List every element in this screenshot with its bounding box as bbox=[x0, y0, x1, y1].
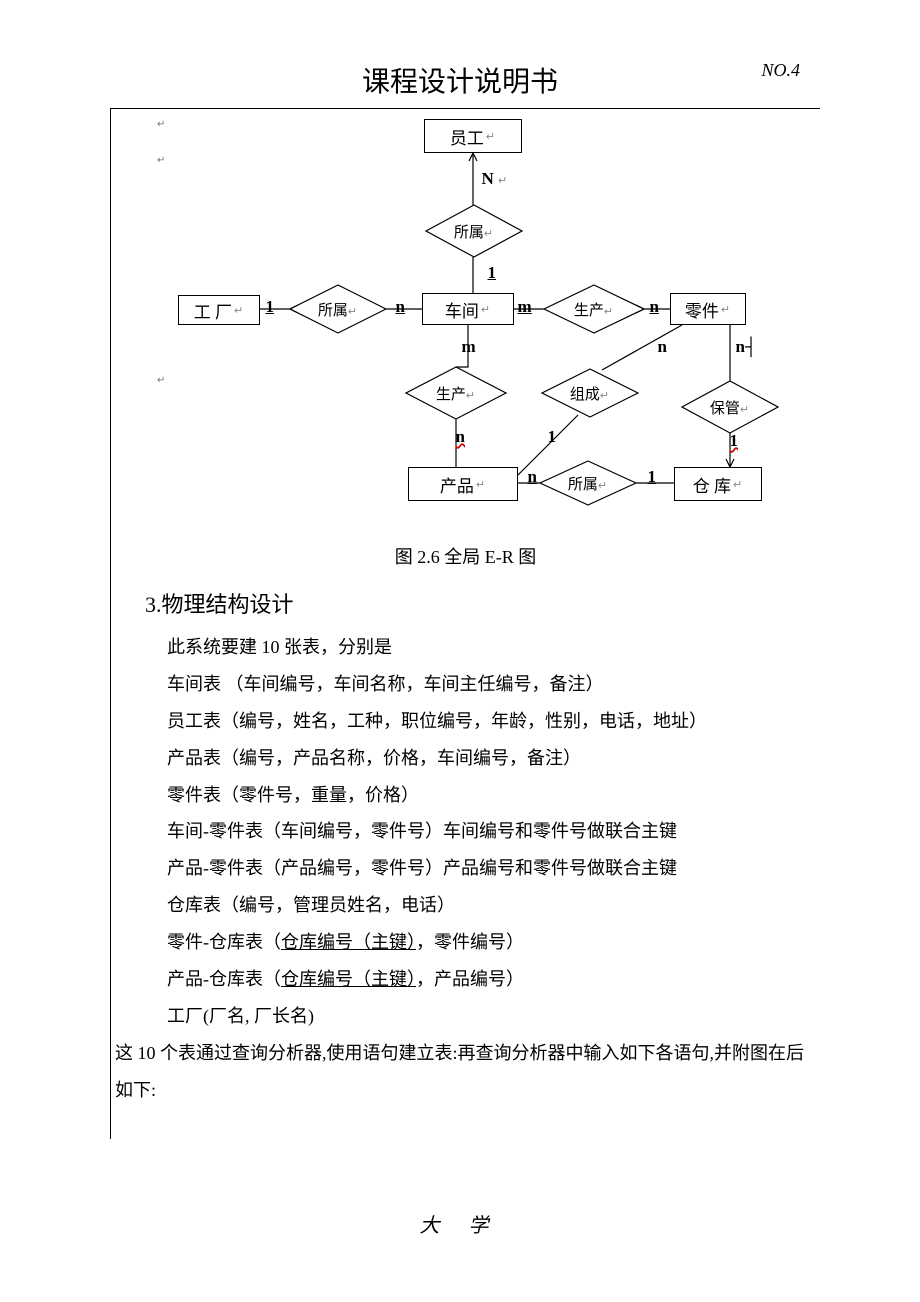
entity-factory: 工 厂↵ bbox=[178, 295, 260, 325]
entity-workshop: 车间↵ bbox=[422, 293, 514, 325]
relation-store: 保管↵ bbox=[706, 397, 754, 418]
header-title: 课程设计说明书 bbox=[362, 60, 558, 100]
cardinality-label: n bbox=[396, 297, 405, 317]
body-line: 车间-零件表（车间编号，零件号）车间编号和零件号做联合主键 bbox=[167, 813, 820, 850]
relation-produce1: 生产↵ bbox=[570, 299, 618, 320]
entity-warehouse: 仓 库↵ bbox=[674, 467, 762, 501]
page-header: 课程设计说明书 NO.4 bbox=[0, 60, 920, 100]
cardinality-label: 1 bbox=[488, 263, 497, 283]
body-line: 此系统要建 10 张表，分别是 bbox=[167, 629, 820, 666]
section-title: 3.物理结构设计 bbox=[145, 587, 820, 619]
content-frame: ↵ ↵ ↵ 员工↵工 厂↵车间↵零件↵产品↵仓 库↵所属↵所属↵生产↵生产↵组成… bbox=[110, 108, 820, 1139]
entity-part: 零件↵ bbox=[670, 293, 746, 325]
relation-belong2: 所属↵ bbox=[314, 299, 362, 320]
relation-produce2: 生产↵ bbox=[432, 383, 480, 404]
underlined-text: 仓库编号（主键） bbox=[281, 932, 416, 952]
cardinality-label: n bbox=[528, 467, 537, 487]
cardinality-label: m bbox=[462, 337, 476, 357]
body-line: 产品-零件表（产品编号，零件号）产品编号和零件号做联合主键 bbox=[167, 850, 820, 887]
body-line: 工厂(厂名, 厂长名) bbox=[167, 998, 820, 1035]
body-line: 员工表（编号，姓名，工种，职位编号，年龄，性别，电话，地址） bbox=[167, 703, 820, 740]
relation-belong1: 所属↵ bbox=[450, 221, 498, 242]
entity-product: 产品↵ bbox=[408, 467, 518, 501]
er-diagram: 员工↵ 工 厂↵ 车间↵ 零件↵ 产品↵ 仓 库↵ 所属↵ 所属↵ 生产↵ 生产↵ 组成↵ 保管↵ 所属… bbox=[126, 115, 806, 535]
page-number: NO.4 bbox=[761, 60, 800, 81]
cardinality-label: n bbox=[456, 427, 465, 447]
cardinality-label: n┤ bbox=[736, 337, 758, 357]
body-line: 产品表（编号，产品名称，价格，车间编号，备注） bbox=[167, 740, 820, 777]
relation-compose: 组成↵ bbox=[566, 383, 614, 404]
cardinality-label: 1 bbox=[648, 467, 657, 487]
body-line: 车间表 （车间编号，车间名称，车间主任编号，备注） bbox=[167, 666, 820, 703]
text: ，零件编号） bbox=[416, 932, 524, 952]
text: 产品-仓库表（ bbox=[167, 969, 281, 989]
text: ，产品编号） bbox=[416, 969, 524, 989]
body-line: 这 10 个表通过查询分析器,使用语句建立表:再查询分析器中输入如下各语句,并附… bbox=[115, 1035, 820, 1109]
body-line: 仓库表（编号，管理员姓名，电话） bbox=[167, 887, 820, 924]
text: 零件-仓库表（ bbox=[167, 932, 281, 952]
relation-belong3: 所属↵ bbox=[564, 473, 612, 494]
body-line: 零件表（零件号，重量，价格） bbox=[167, 777, 820, 814]
entity-employee: 员工↵ bbox=[424, 119, 522, 153]
cardinality-label: 1 bbox=[548, 427, 557, 447]
footer-text: 大 学 bbox=[0, 1209, 920, 1238]
cardinality-label: n bbox=[658, 337, 667, 357]
cardinality-label: 1 bbox=[730, 431, 739, 451]
cardinality-label: n bbox=[650, 297, 659, 317]
body-line: 零件-仓库表（仓库编号（主键），零件编号） bbox=[167, 924, 820, 961]
cardinality-label: 1 bbox=[266, 297, 275, 317]
body-line: 产品-仓库表（仓库编号（主键），产品编号） bbox=[167, 961, 820, 998]
underlined-text: 仓库编号（主键） bbox=[281, 969, 416, 989]
cardinality-label: m bbox=[518, 297, 532, 317]
cardinality-label: N ↵ bbox=[482, 169, 508, 189]
figure-caption: 图 2.6 全局 E-R 图 bbox=[111, 543, 820, 569]
page: 课程设计说明书 NO.4 ↵ ↵ ↵ 员工↵工 厂↵车间↵零件↵产品↵仓 库↵所… bbox=[0, 0, 920, 1278]
